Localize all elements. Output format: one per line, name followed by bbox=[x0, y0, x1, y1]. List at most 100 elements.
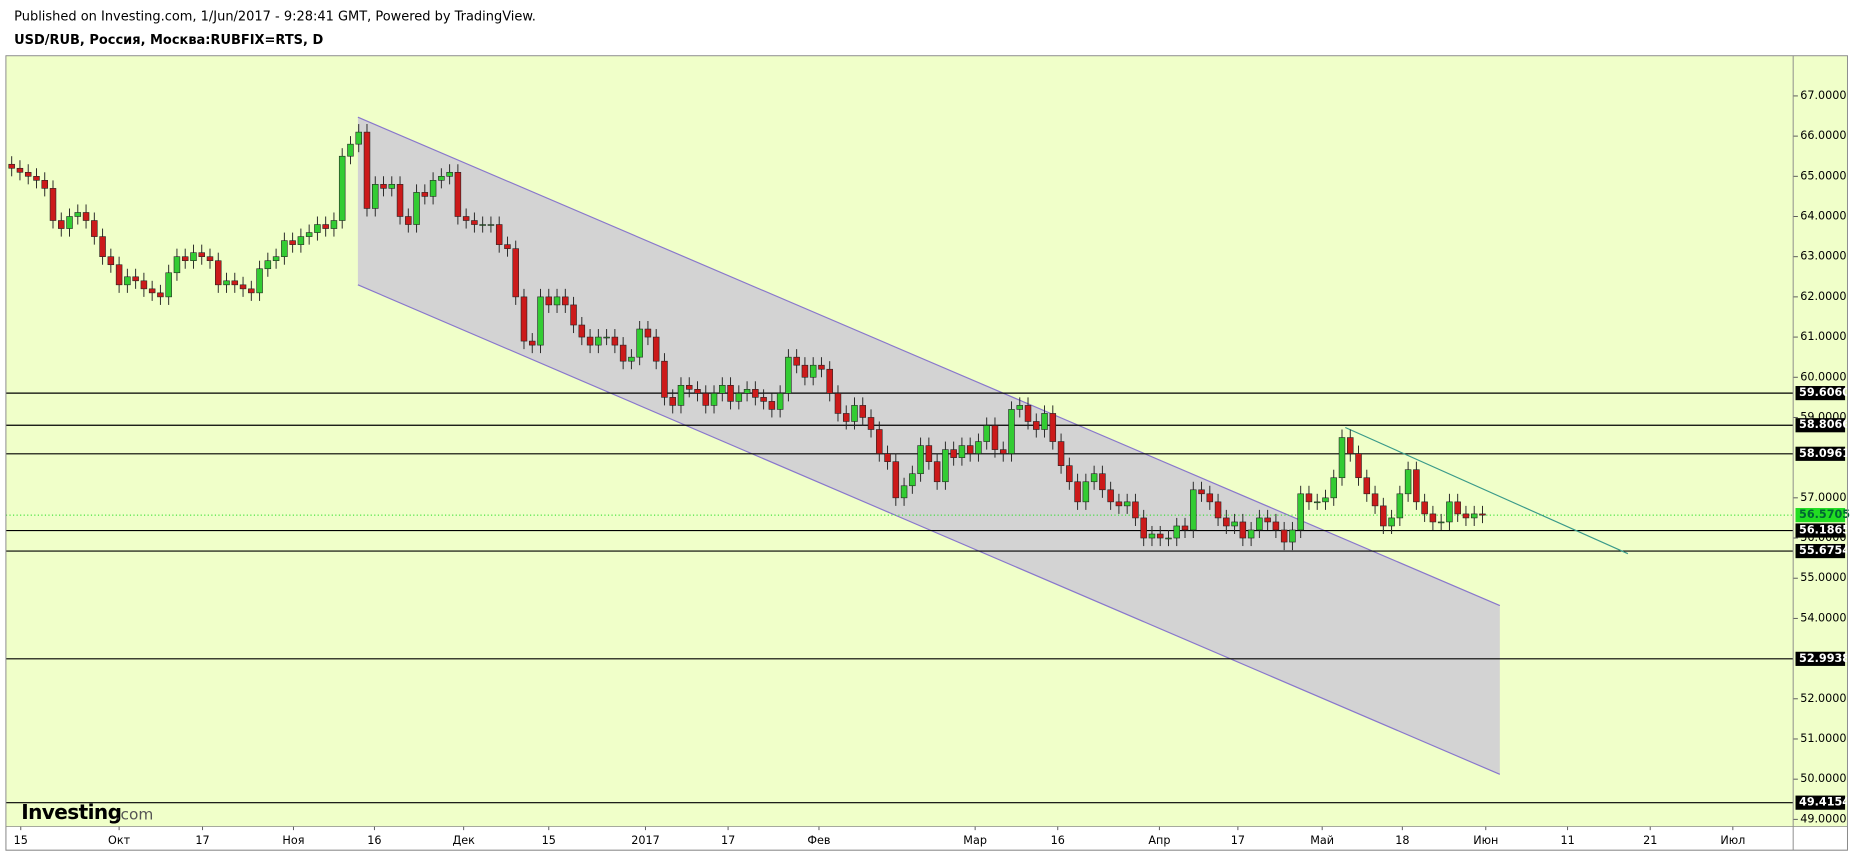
y-tick-label: 52.0000 bbox=[1800, 692, 1846, 705]
candle-body bbox=[1190, 489, 1197, 531]
candle-body bbox=[124, 276, 131, 286]
candle-body bbox=[1305, 493, 1313, 503]
y-tick-label: 62.0000 bbox=[1800, 290, 1846, 303]
x-tick-label: Май bbox=[1310, 834, 1334, 847]
candle-body bbox=[1470, 513, 1478, 519]
candle-body bbox=[1173, 525, 1180, 539]
candle-body bbox=[1297, 493, 1304, 531]
candle-body bbox=[933, 461, 941, 483]
candle-body bbox=[74, 212, 82, 217]
level-label: 56.1865 bbox=[1799, 524, 1850, 537]
candle-body bbox=[264, 260, 272, 270]
candle-body bbox=[223, 280, 230, 286]
y-tick-label: 66.0000 bbox=[1800, 129, 1846, 142]
candle-body bbox=[91, 220, 98, 237]
x-tick-label: 2017 bbox=[631, 834, 660, 847]
candle-body bbox=[330, 220, 338, 229]
candle-body bbox=[917, 445, 924, 475]
x-tick-label: 17 bbox=[195, 834, 209, 847]
channel-lower bbox=[357, 284, 1501, 775]
candle-body bbox=[851, 405, 858, 422]
candle-body bbox=[99, 236, 106, 257]
candle-body bbox=[1181, 525, 1189, 531]
candle-body bbox=[272, 256, 280, 262]
candle-body bbox=[842, 413, 850, 422]
candle-body bbox=[818, 364, 825, 370]
candle-body bbox=[702, 393, 710, 406]
candle-body bbox=[190, 252, 197, 262]
candle-body bbox=[1008, 409, 1015, 454]
x-tick-label: 21 bbox=[1643, 834, 1657, 847]
candle-body bbox=[479, 224, 486, 226]
candle-body bbox=[586, 336, 594, 346]
candle-body bbox=[1066, 465, 1073, 483]
candle-body bbox=[314, 224, 321, 233]
candle-body bbox=[983, 425, 990, 442]
candle-body bbox=[198, 252, 205, 257]
level-label-box bbox=[1795, 418, 1846, 433]
candle-body bbox=[82, 212, 90, 221]
candle-body bbox=[1313, 501, 1321, 504]
candle-body bbox=[305, 232, 313, 237]
y-tick-label: 57.0000 bbox=[1800, 491, 1846, 504]
candle-body bbox=[628, 356, 635, 362]
candle-body bbox=[884, 453, 891, 462]
candle-body bbox=[363, 131, 371, 209]
candle-body bbox=[115, 264, 123, 286]
candle-body bbox=[1074, 481, 1081, 503]
candle-body bbox=[289, 240, 296, 245]
candle-body bbox=[520, 296, 528, 342]
last-price-box bbox=[1795, 508, 1846, 523]
candle-body bbox=[826, 368, 833, 394]
candle-body bbox=[454, 171, 462, 217]
candle-body bbox=[1198, 489, 1205, 495]
level-label-box bbox=[1795, 446, 1846, 461]
candle-body bbox=[1363, 477, 1371, 495]
candle-body bbox=[1380, 505, 1387, 527]
candle-body bbox=[355, 131, 362, 145]
candle-body bbox=[677, 385, 685, 406]
candle-body bbox=[438, 176, 445, 181]
candle-body bbox=[1462, 513, 1470, 519]
candle-body bbox=[694, 389, 701, 394]
candle-body bbox=[24, 171, 32, 177]
candle-body bbox=[132, 276, 139, 282]
candle-body bbox=[1156, 533, 1164, 539]
x-tick-label: 18 bbox=[1395, 834, 1409, 847]
candle-body bbox=[595, 336, 602, 346]
candle-body bbox=[1247, 529, 1255, 539]
candle-body bbox=[1115, 501, 1123, 507]
candle-body bbox=[256, 268, 263, 294]
candle-body bbox=[661, 360, 668, 398]
x-tick-label: Фев bbox=[807, 834, 830, 847]
level-label: 49.4154 bbox=[1799, 796, 1850, 809]
candle-body bbox=[239, 284, 247, 290]
y-tick-label: 64.0000 bbox=[1800, 210, 1846, 223]
candle-body bbox=[619, 344, 627, 362]
candle-body bbox=[58, 220, 65, 229]
candle-body bbox=[1082, 481, 1090, 503]
candle-body bbox=[652, 336, 660, 362]
level-label: 58.0961 bbox=[1799, 447, 1850, 460]
candle-body bbox=[892, 461, 900, 499]
candle-body bbox=[553, 296, 561, 306]
candle-body bbox=[578, 324, 586, 338]
level-label: 59.6060 bbox=[1799, 386, 1850, 399]
published-note: Published on Investing.com, 1/Jun/2017 -… bbox=[14, 9, 536, 24]
level-label: 55.6754 bbox=[1799, 544, 1850, 557]
candle-body bbox=[1132, 501, 1139, 519]
candle-body bbox=[1388, 517, 1395, 527]
candle-body bbox=[215, 260, 222, 286]
x-tick-label: 15 bbox=[542, 834, 556, 847]
candle-body bbox=[876, 429, 883, 454]
frame bbox=[5, 55, 1848, 851]
candle-body bbox=[1148, 533, 1156, 539]
candle-body bbox=[512, 248, 519, 298]
candle-body bbox=[322, 224, 329, 229]
y-tick-label: 63.0000 bbox=[1800, 250, 1846, 263]
candle-body bbox=[1223, 517, 1230, 527]
candle-body bbox=[429, 180, 437, 197]
candle-body bbox=[248, 288, 255, 294]
candle-body bbox=[966, 445, 974, 454]
